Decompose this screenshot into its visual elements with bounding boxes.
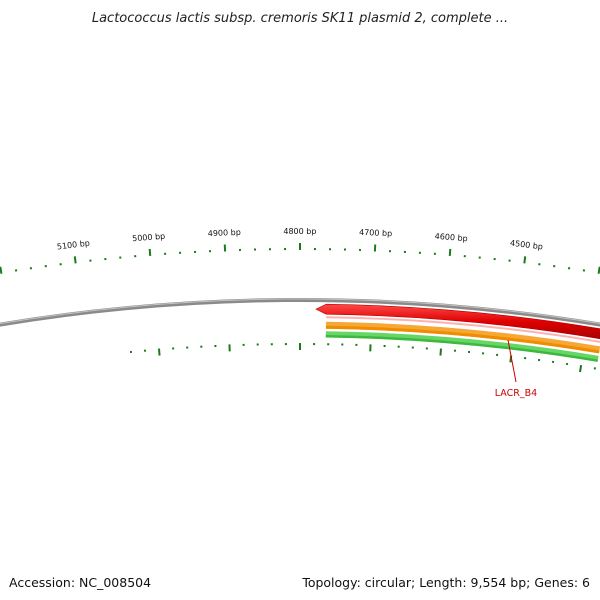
- orf-track-core: [325, 325, 600, 354]
- inner-major-tick: [579, 364, 583, 373]
- inner-major-tick: [439, 348, 442, 356]
- inner-major-tick: [158, 348, 161, 356]
- feature-tracks: [315, 303, 600, 362]
- outer-scale-label: 4800 bp: [283, 227, 316, 236]
- topology-summary: Topology: circular; Length: 9,554 bp; Ge…: [302, 575, 590, 590]
- outer-major-tick: [523, 256, 527, 264]
- accession-text: Accession: NC_008504: [9, 575, 152, 590]
- plasmid-backbone: [0, 298, 600, 327]
- outer-scale-label: 4700 bp: [359, 228, 392, 238]
- backbone-arc: [0, 298, 600, 327]
- outer-scale-ticks: [0, 243, 600, 274]
- outer-scale-label: 5000 bp: [132, 232, 166, 244]
- gene-label-leader: [507, 339, 517, 383]
- outer-scale-label: 4600 bp: [434, 232, 468, 244]
- outer-major-tick: [148, 248, 152, 257]
- orf-track: [325, 321, 600, 354]
- outer-scale-label: 5100 bp: [56, 239, 90, 252]
- gene-label-lacr-b4: LACR_B4: [495, 388, 537, 399]
- green-track-core: [325, 334, 598, 362]
- inner-scale-ticks: [129, 343, 597, 373]
- green-track: [325, 331, 599, 362]
- outer-scale-label: 4900 bp: [208, 228, 241, 238]
- outer-major-tick: [0, 266, 3, 274]
- outer-major-tick: [448, 248, 452, 257]
- map-title: Lactococcus lactis subsp. cremoris SK11 …: [91, 11, 509, 26]
- outer-major-tick: [73, 256, 77, 264]
- gene-labels: LACR_B4: [495, 339, 537, 399]
- outer-scale-labels: 5100 bp 5000 bp 4900 bp 4800 bp 4700 bp 4600 …: [56, 227, 543, 251]
- outer-scale-label: 4500 bp: [510, 239, 544, 252]
- gene-arrow-lacr-b4: [315, 303, 600, 340]
- backbone-highlight: [0, 298, 600, 325]
- gene-shadow: [326, 316, 600, 343]
